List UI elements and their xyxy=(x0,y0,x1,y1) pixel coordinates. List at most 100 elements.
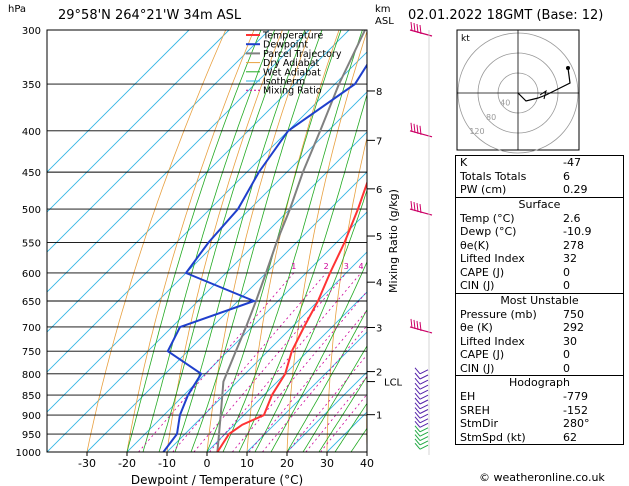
hodograph-unit: kt xyxy=(461,34,470,44)
wind-barb-icon xyxy=(414,429,429,437)
barb-flag xyxy=(416,202,419,213)
unstable-row: Lifted Index 30 xyxy=(456,335,623,349)
barb-flag xyxy=(414,387,421,395)
hodo-row: EH -779 xyxy=(456,390,623,404)
pressure-tick-label: 300 xyxy=(22,26,41,37)
temperature-line xyxy=(216,180,367,452)
pressure-tick-label: 800 xyxy=(22,370,41,381)
legend-label: Wet Adiabat xyxy=(263,67,321,78)
dry-adiabat-line xyxy=(326,135,367,452)
plot-area xyxy=(47,30,367,452)
index-value: 0 xyxy=(563,361,570,375)
isotherm-line xyxy=(47,131,367,452)
wind-barb-icon xyxy=(409,200,433,216)
unstable-row: θe (K) 292 xyxy=(456,321,623,335)
km-tick-label: 2 xyxy=(376,368,382,379)
index-value: 278 xyxy=(563,238,584,252)
barb-flag xyxy=(414,411,421,419)
barb-shaft xyxy=(419,404,429,410)
index-label: EH xyxy=(460,390,476,403)
wet-adiabat-line xyxy=(302,345,367,452)
index-label: K xyxy=(460,156,468,169)
index-value: 30 xyxy=(563,334,577,348)
index-label: CAPE (J) xyxy=(460,265,505,279)
index-label: θe(K) xyxy=(460,238,490,252)
most-unstable-header: Most Unstable xyxy=(456,292,623,308)
barb-flag xyxy=(414,377,421,385)
surface-row: Lifted Index 32 xyxy=(456,252,623,266)
mixing-ratio-line xyxy=(231,290,367,452)
index-value: -47 xyxy=(563,156,581,169)
km-axis-title: ASL xyxy=(375,16,394,27)
wet-adiabat-line xyxy=(126,30,262,452)
lcl-label: LCL xyxy=(384,378,403,389)
index-value: -10.9 xyxy=(563,225,592,238)
barb-flag xyxy=(414,392,421,400)
barb-flag xyxy=(413,319,416,330)
wet-adiabat-line xyxy=(318,375,367,452)
x-tick-label: -20 xyxy=(118,457,136,470)
barb-flag xyxy=(419,203,422,214)
pressure-tick-label: 750 xyxy=(22,347,41,358)
pressure-tick-label: 1000 xyxy=(16,448,41,459)
x-tick-label: 20 xyxy=(280,457,294,470)
pressure-tick-label: 850 xyxy=(22,391,41,402)
credit-text: © weatheronline.co.uk xyxy=(479,471,605,484)
index-value: 0 xyxy=(563,279,570,292)
wind-barb-icon xyxy=(414,377,429,385)
pressure-tick-label: 550 xyxy=(22,238,41,249)
mixing-ratio-label: 1 xyxy=(291,262,296,271)
hodo-row: SREH -152 xyxy=(456,404,623,418)
barb-shaft xyxy=(419,440,429,446)
index-label: Pressure (mb) xyxy=(460,307,537,321)
index-value: -152 xyxy=(563,403,588,417)
pressure-tick-label: 650 xyxy=(22,297,41,308)
legend-label: Mixing Ratio xyxy=(263,86,322,97)
x-tick-label: -10 xyxy=(158,457,176,470)
km-tick-label: 1 xyxy=(376,411,382,422)
pressure-tick-label: 700 xyxy=(22,323,41,334)
x-tick-label: 10 xyxy=(240,457,254,470)
index-value: 0 xyxy=(563,265,570,279)
index-label: CAPE (J) xyxy=(460,348,505,361)
index-label: Lifted Index xyxy=(460,252,525,265)
index-value: 6 xyxy=(563,169,570,183)
wind-barb-icon xyxy=(414,392,429,400)
y-axis-title: hPa xyxy=(8,4,26,15)
isotherm-line xyxy=(47,30,310,293)
pressure-tick-label: 400 xyxy=(22,127,41,138)
barb-flag xyxy=(414,429,421,437)
barb-flag xyxy=(414,397,421,405)
km-tick-label: 5 xyxy=(376,232,382,243)
dewpoint-line xyxy=(162,63,367,452)
km-tick-label: 8 xyxy=(376,87,382,98)
index-label: Lifted Index xyxy=(460,334,525,348)
isotherm-line xyxy=(206,291,367,452)
surface-row: θe(K) 278 xyxy=(456,239,623,253)
mixing-ratio-label: 4 xyxy=(358,262,363,271)
x-tick-label: 0 xyxy=(204,457,211,470)
barb-shaft xyxy=(419,394,429,400)
surface-row: CIN (J) 0 xyxy=(456,279,623,293)
isotherm-line xyxy=(166,251,367,452)
surface-header: Surface xyxy=(456,196,623,212)
barb-shaft xyxy=(419,431,429,437)
pressure-tick-label: 950 xyxy=(22,430,41,441)
hodograph-trace xyxy=(517,67,571,102)
wind-barb-icon xyxy=(414,416,429,424)
pressure-tick-label: 600 xyxy=(22,269,41,280)
isotherm-line xyxy=(286,371,367,452)
wind-barb-icon xyxy=(414,407,429,414)
hodo-row: StmDir 280° xyxy=(456,417,623,431)
mixing-ratio-line xyxy=(320,393,367,452)
isotherm-line xyxy=(47,30,270,253)
wind-barb-icon xyxy=(409,122,433,138)
barb-flag xyxy=(419,125,422,135)
wind-barb-icon xyxy=(414,438,429,446)
hodograph-ring-label: 120 xyxy=(469,127,484,136)
barb-flag xyxy=(410,122,413,132)
unstable-row: CIN (J) 0 xyxy=(456,362,623,376)
barb-shaft xyxy=(419,436,429,442)
hodograph-ring-label: 40 xyxy=(500,99,510,108)
index-label: Totals Totals xyxy=(460,169,527,183)
